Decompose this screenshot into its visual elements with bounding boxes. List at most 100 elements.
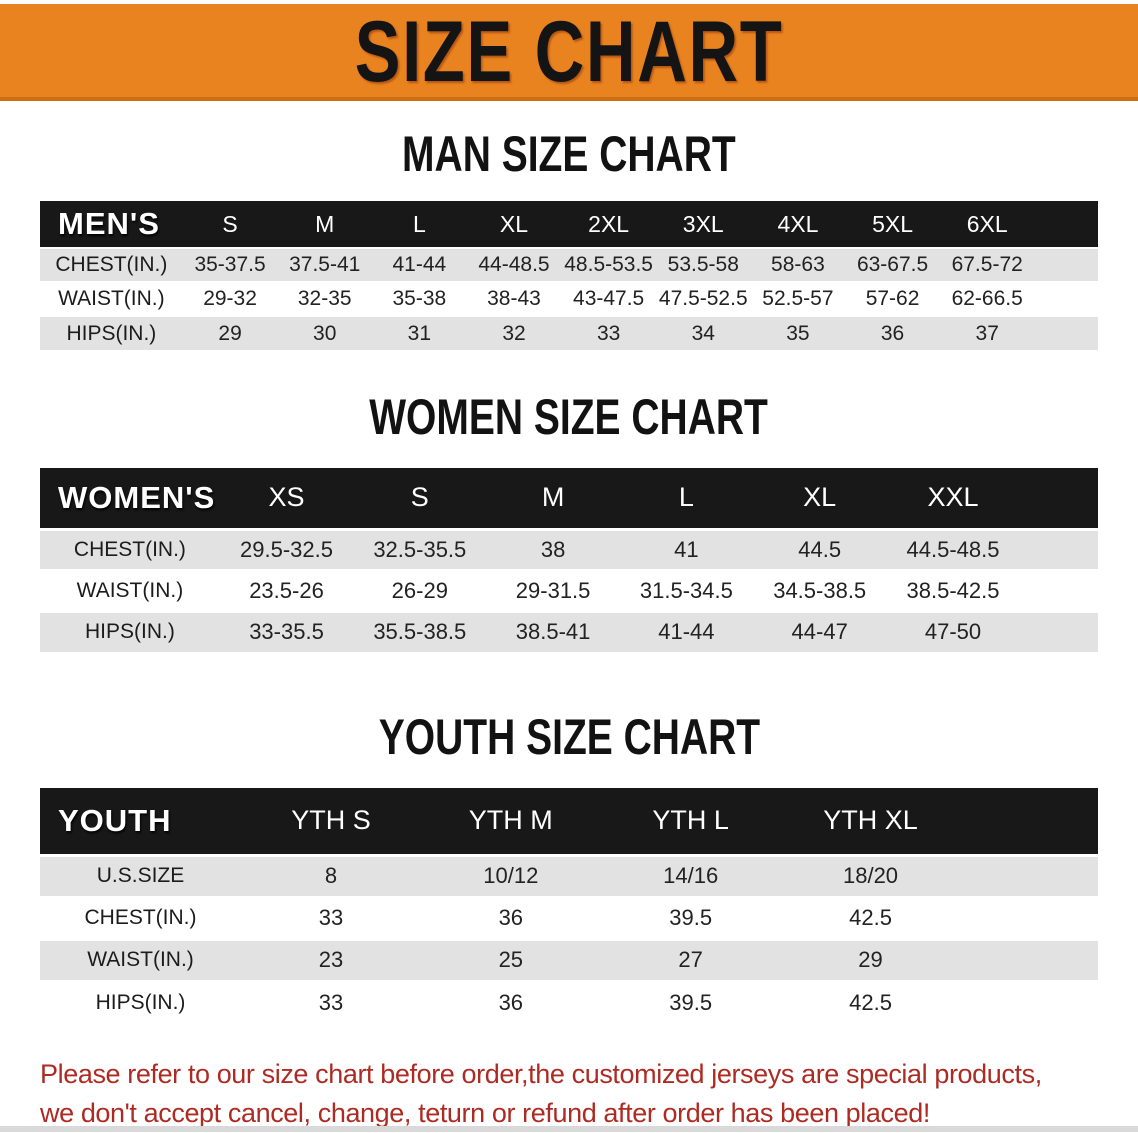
size-column-header: 6XL [939, 201, 1035, 248]
measurement-value: 32.5-35.5 [353, 527, 487, 570]
measurement-value: 33 [241, 895, 421, 939]
measurement-value: 42.5 [780, 979, 961, 1023]
row-filler-cell [960, 853, 1098, 897]
table-row: WAIST(IN.) 29-32 32-35 35-38 38-43 43-47.5 47.… [40, 281, 1098, 316]
table-row: HIPS(IN.) 29 30 31 32 33 34 35 36 37 [40, 315, 1098, 350]
measurement-value: 38.5-41 [486, 609, 620, 652]
size-column-header: S [182, 201, 278, 248]
measurement-value: 53.5-58 [655, 247, 751, 282]
table-header-row: MEN'S S M L XL 2XL 3XL 4XL 5XL 6XL [40, 201, 1098, 248]
header-filler-cell [1034, 201, 1098, 248]
size-column-header: YTH M [420, 788, 601, 855]
measurement-value: 31 [372, 315, 467, 350]
table-group-label: WOMEN'S [40, 468, 220, 529]
measurement-value: 14/16 [600, 853, 781, 897]
measurement-row-label: WAIST(IN.) [40, 937, 242, 981]
measurement-value: 41-44 [372, 247, 467, 282]
size-column-header: YTH L [600, 788, 781, 855]
disclaimer-line-2: we don't accept cancel, change, teturn o… [40, 1098, 930, 1129]
order-disclaimer: Please refer to our size chart before or… [40, 1055, 1138, 1133]
measurement-value: 38.5-42.5 [886, 568, 1020, 611]
measurement-value: 33 [561, 315, 656, 350]
bottom-edge-strip [0, 1126, 1138, 1132]
row-filler-cell [960, 937, 1098, 981]
women-size-table: WOMEN'S XS S M L XL XXL CHEST(IN.) 29.5-32.5 32.5… [40, 468, 1098, 652]
measurement-value: 33-35.5 [219, 609, 354, 652]
women-section-heading-text: WOMEN SIZE CHART [369, 389, 769, 445]
size-column-header: 2XL [561, 201, 656, 248]
measurement-value: 29-32 [182, 281, 278, 316]
measurement-value: 36 [420, 895, 601, 939]
measurement-value: 39.5 [600, 979, 781, 1023]
measurement-row-label: U.S.SIZE [40, 853, 242, 897]
size-column-header: M [277, 201, 373, 248]
measurement-value: 43-47.5 [561, 281, 656, 316]
size-column-header: 3XL [655, 201, 751, 248]
size-column-header: 4XL [750, 201, 846, 248]
measurement-value: 33 [241, 979, 421, 1023]
measurement-value: 8 [241, 853, 421, 897]
row-filler-cell [960, 979, 1098, 1023]
measurement-value: 36 [420, 979, 601, 1023]
row-filler-cell [1034, 247, 1098, 282]
size-column-header: XL [753, 468, 887, 529]
measurement-value: 10/12 [420, 853, 601, 897]
measurement-value: 26-29 [353, 568, 487, 611]
size-column-header: L [619, 468, 754, 529]
measurement-value: 35.5-38.5 [353, 609, 487, 652]
measurement-value: 41 [619, 527, 754, 570]
table-row: WAIST(IN.) 23 25 27 29 [40, 937, 1098, 981]
size-column-header: L [372, 201, 467, 248]
disclaimer-line-1: Please refer to our size chart before or… [40, 1059, 1042, 1089]
measurement-value: 35-37.5 [182, 247, 278, 282]
youth-size-table: YOUTH YTH S YTH M YTH L YTH XL U.S.SIZE 8 10/12… [40, 788, 1098, 1023]
row-filler-cell [1019, 568, 1098, 611]
measurement-value: 37 [939, 315, 1035, 350]
measurement-value: 42.5 [780, 895, 961, 939]
table-row: CHEST(IN.) 35-37.5 37.5-41 41-44 44-48.5 48.5… [40, 247, 1098, 282]
size-column-header: YTH S [241, 788, 421, 855]
size-column-header: XXL [886, 468, 1020, 529]
measurement-value: 29 [182, 315, 278, 350]
measurement-value: 29 [780, 937, 961, 981]
size-column-header: 5XL [845, 201, 940, 248]
top-edge-strip [0, 0, 1138, 4]
measurement-row-label: WAIST(IN.) [40, 281, 183, 316]
measurement-row-label: CHEST(IN.) [40, 247, 183, 282]
measurement-value: 23.5-26 [219, 568, 354, 611]
measurement-value: 44-47 [753, 609, 887, 652]
youth-section-heading: YOUTH SIZE CHART [0, 712, 1138, 762]
table-row: WAIST(IN.) 23.5-26 26-29 29-31.5 31.5-34.5 34… [40, 568, 1098, 611]
men-section-heading: MAN SIZE CHART [0, 129, 1138, 179]
measurement-value: 39.5 [600, 895, 781, 939]
row-filler-cell [1034, 315, 1098, 350]
measurement-value: 36 [845, 315, 940, 350]
measurement-value: 32-35 [277, 281, 373, 316]
row-filler-cell [1019, 609, 1098, 652]
men-size-table: MEN'S S M L XL 2XL 3XL 4XL 5XL 6XL CHEST(IN.) 35-37… [40, 201, 1098, 350]
women-section-heading: WOMEN SIZE CHART [0, 392, 1138, 442]
table-group-label: MEN'S [40, 201, 183, 248]
measurement-value: 32 [466, 315, 562, 350]
measurement-value: 41-44 [619, 609, 754, 652]
size-column-header: S [353, 468, 487, 529]
measurement-value: 18/20 [780, 853, 961, 897]
table-row: CHEST(IN.) 33 36 39.5 42.5 [40, 895, 1098, 939]
measurement-value: 47.5-52.5 [655, 281, 751, 316]
measurement-value: 34.5-38.5 [753, 568, 887, 611]
youth-section-heading-text: YOUTH SIZE CHART [378, 709, 760, 765]
banner-title: SIZE CHART [354, 4, 784, 100]
table-group-label: YOUTH [40, 788, 242, 855]
measurement-value: 29-31.5 [486, 568, 620, 611]
measurement-value: 31.5-34.5 [619, 568, 754, 611]
measurement-value: 34 [655, 315, 751, 350]
table-row: HIPS(IN.) 33-35.5 35.5-38.5 38.5-41 41-44 44-… [40, 609, 1098, 652]
measurement-row-label: HIPS(IN.) [40, 979, 242, 1023]
measurement-value: 52.5-57 [750, 281, 846, 316]
measurement-value: 30 [277, 315, 373, 350]
table-header-row: WOMEN'S XS S M L XL XXL [40, 468, 1098, 529]
measurement-value: 58-63 [750, 247, 846, 282]
size-column-header: M [486, 468, 620, 529]
measurement-value: 23 [241, 937, 421, 981]
header-filler-cell [1019, 468, 1098, 529]
